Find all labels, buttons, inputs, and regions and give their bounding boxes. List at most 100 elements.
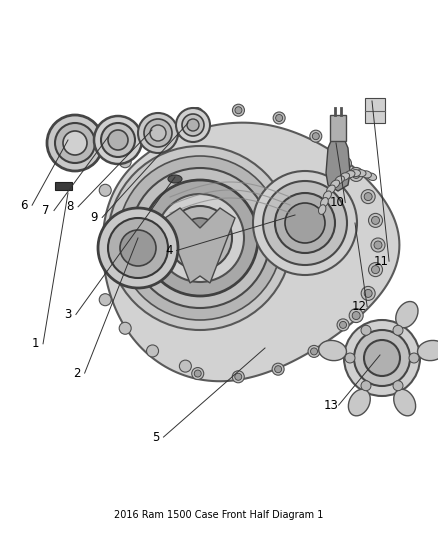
Circle shape [235,373,242,380]
Ellipse shape [394,389,416,416]
Circle shape [55,123,95,163]
Circle shape [235,107,242,114]
Circle shape [99,294,111,306]
Text: 4: 4 [165,244,173,257]
Circle shape [108,146,292,330]
Circle shape [47,115,103,171]
Circle shape [368,213,382,228]
Circle shape [345,353,355,363]
Circle shape [342,160,349,167]
Polygon shape [165,208,235,283]
Ellipse shape [348,389,370,416]
Circle shape [352,312,360,320]
Circle shape [354,330,410,386]
Text: 13: 13 [323,399,338,411]
Ellipse shape [323,191,332,200]
Circle shape [308,345,320,358]
Text: 6: 6 [20,199,28,212]
Circle shape [371,265,379,273]
Ellipse shape [361,171,371,178]
Ellipse shape [417,341,438,361]
Circle shape [63,131,87,155]
Circle shape [233,104,244,116]
Circle shape [130,168,270,308]
Circle shape [312,133,319,140]
Circle shape [156,194,244,282]
Polygon shape [365,98,385,123]
Polygon shape [326,141,350,191]
Ellipse shape [327,185,335,193]
Text: 2016 Ram 1500 Case Front Half Diagram 1: 2016 Ram 1500 Case Front Half Diagram 1 [114,510,324,520]
Polygon shape [102,123,399,381]
Ellipse shape [345,171,355,178]
Circle shape [272,363,284,375]
Circle shape [364,192,372,200]
Text: 12: 12 [352,300,367,313]
Circle shape [337,319,349,331]
Circle shape [101,123,135,157]
Circle shape [144,119,172,147]
Ellipse shape [340,173,350,180]
Circle shape [119,322,131,334]
Circle shape [94,116,142,164]
Circle shape [393,381,403,391]
Circle shape [263,181,347,265]
Text: 11: 11 [374,255,389,268]
Circle shape [361,286,375,301]
Ellipse shape [367,173,377,181]
Circle shape [311,348,318,355]
Circle shape [176,108,210,142]
Circle shape [275,193,335,253]
Circle shape [168,206,232,270]
Circle shape [361,190,375,204]
Circle shape [119,156,131,168]
Circle shape [368,263,382,277]
Text: 7: 7 [42,204,50,217]
Ellipse shape [318,341,346,361]
Circle shape [349,167,363,181]
Circle shape [108,218,168,278]
Circle shape [285,203,325,243]
Circle shape [182,114,204,136]
Text: 10: 10 [330,196,345,209]
Circle shape [232,371,244,383]
Circle shape [310,130,322,142]
Circle shape [364,289,372,297]
Polygon shape [55,182,72,190]
Text: 1: 1 [31,337,39,350]
Ellipse shape [318,205,326,214]
Text: 3: 3 [64,308,71,321]
Circle shape [180,118,191,130]
Circle shape [339,157,351,169]
Circle shape [253,171,357,275]
Circle shape [374,241,382,249]
Circle shape [142,180,258,296]
Ellipse shape [396,302,418,328]
Circle shape [371,216,379,224]
Polygon shape [330,115,346,141]
Circle shape [344,320,420,396]
Circle shape [339,321,346,328]
Text: 9: 9 [90,211,98,224]
Ellipse shape [356,169,366,176]
Circle shape [194,110,201,117]
Text: 2: 2 [73,367,81,379]
Circle shape [180,360,191,372]
Circle shape [371,238,385,252]
Circle shape [147,133,159,145]
Circle shape [98,208,178,288]
Circle shape [352,171,360,179]
Circle shape [147,345,159,357]
Circle shape [187,119,199,131]
Circle shape [361,325,371,335]
Ellipse shape [335,176,344,184]
Circle shape [191,108,203,119]
Circle shape [150,125,166,141]
Circle shape [138,113,178,153]
Circle shape [99,184,111,196]
Circle shape [409,353,419,363]
Circle shape [276,115,283,122]
Ellipse shape [331,180,339,188]
Circle shape [361,381,371,391]
Circle shape [180,218,220,258]
